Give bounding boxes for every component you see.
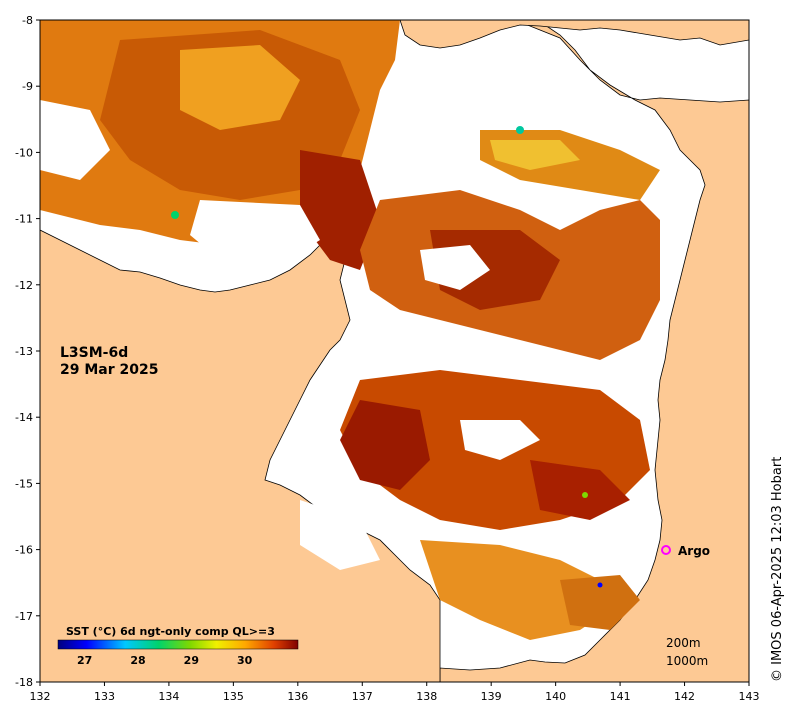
land-png-coast — [399, 20, 749, 49]
colorbar — [57, 639, 299, 650]
lat-tick-label: -16 — [15, 544, 33, 557]
lat-tick-label: -10 — [15, 146, 33, 159]
map-plot-area — [40, 20, 749, 682]
colorbar-tick-label: 27 — [77, 654, 92, 667]
lat-tick-label: -18 — [15, 676, 33, 689]
colorbar-ticks: 27 28 29 30 — [77, 654, 253, 667]
lat-tick-label: -11 — [15, 213, 33, 226]
lon-tick-label: 138 — [416, 690, 437, 703]
lat-tick-label: -9 — [22, 80, 33, 93]
map-date: 29 Mar 2025 — [60, 362, 158, 378]
credit-text: © IMOS 06-Apr-2025 12:03 Hobart — [770, 457, 785, 682]
isobath-200m-label: 200m — [666, 636, 701, 650]
lon-tick-label: 141 — [610, 690, 631, 703]
lon-tick-label: 132 — [30, 690, 51, 703]
lon-tick-label: 137 — [352, 690, 373, 703]
lon-tick-label: 140 — [545, 690, 566, 703]
colorbar-title: SST (°C) 6d ngt-only comp QL>=3 — [66, 625, 275, 638]
lat-tick-label: -14 — [15, 411, 33, 424]
colorbar-tick-label: 29 — [184, 654, 199, 667]
isobath-1000m-label: 1000m — [666, 654, 708, 668]
colorbar-tick-label: 28 — [130, 654, 145, 667]
lat-tick-label: -12 — [15, 279, 33, 292]
colorbar-tick-label: 30 — [237, 654, 253, 667]
lon-tick-label: 135 — [223, 690, 244, 703]
lon-tick-label: 133 — [94, 690, 115, 703]
argo-label: Argo — [678, 544, 710, 558]
argo-marker — [661, 545, 671, 555]
lat-tick-label: -8 — [22, 14, 33, 27]
lon-axis: 132 133 134 135 136 137 138 139 140 141 142 143 — [30, 682, 760, 703]
lon-tick-label: 136 — [287, 690, 308, 703]
lat-tick-label: -13 — [15, 345, 33, 358]
lon-tick-label: 142 — [674, 690, 695, 703]
lon-tick-label: 139 — [481, 690, 502, 703]
sst-data-layer — [40, 20, 660, 640]
lat-tick-label: -15 — [15, 477, 33, 490]
lon-tick-label: 143 — [739, 690, 760, 703]
map-title: L3SM-6d — [60, 345, 128, 361]
lon-tick-label: 134 — [158, 690, 179, 703]
lat-tick-label: -17 — [15, 610, 33, 623]
lat-axis: -8 -9 -10 -11 -12 -13 -14 -15 -16 -17 -18 — [15, 14, 40, 689]
land-cape-york — [439, 20, 749, 682]
